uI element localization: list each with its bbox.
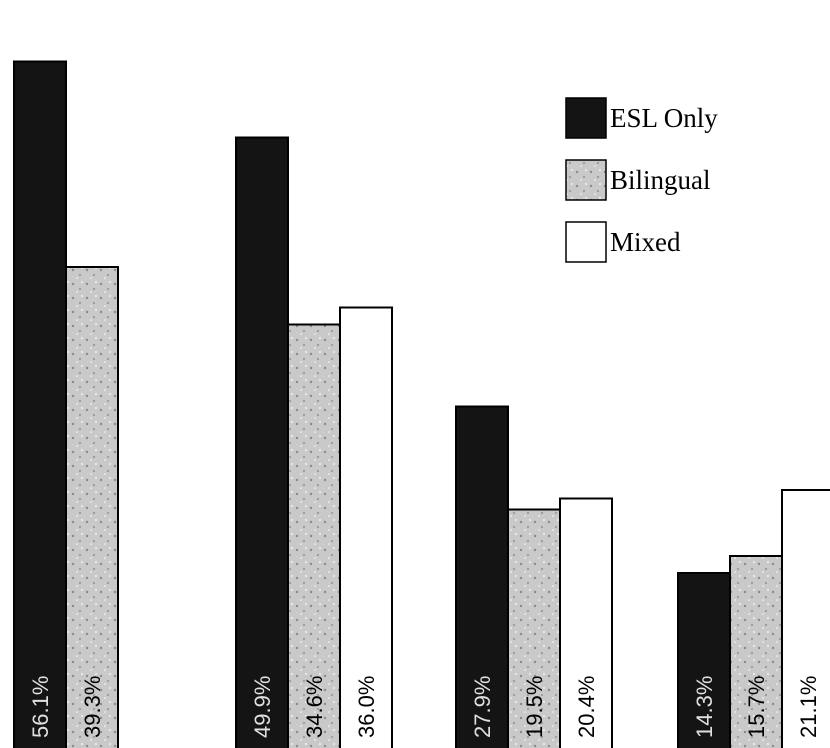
bar-label-1-3: 27.9% [470, 676, 495, 738]
legend-label-1: ESL Only [610, 103, 718, 133]
bar-3-3 [559, 497, 613, 748]
bar-label-2-2: 34.6% [302, 676, 327, 738]
legend-label-2: Bilingual [610, 165, 711, 195]
bar-3-2 [339, 306, 393, 748]
bars-group: 56.1% 49.9% 27.9% 14.3% 39.3% 34.6% 19.5% 15.7%… [13, 60, 830, 748]
bar-label-2-3: 19.5% [522, 676, 547, 738]
legend-label-3: Mixed [610, 227, 681, 257]
legend: ESL Only Bilingual Mixed [565, 97, 718, 263]
bar-2-2 [287, 323, 341, 748]
bar-1-2 [235, 136, 289, 748]
bar-label-1-1: 56.1% [28, 676, 53, 738]
bar-2-4 [729, 554, 783, 748]
bar-label-3-2: 36.0% [354, 676, 379, 738]
bar-3-4 [781, 488, 830, 748]
bar-2-1 [65, 266, 119, 748]
legend-swatch-3 [565, 221, 607, 263]
bar-1-1 [13, 60, 67, 748]
bar-label-1-4: 14.3% [692, 676, 717, 738]
bar-label-2-1: 39.3% [80, 676, 105, 738]
bar-label-3-3: 20.4% [574, 676, 599, 738]
bar-label-2-4: 15.7% [744, 676, 769, 738]
bar-label-1-2: 49.9% [250, 676, 275, 738]
legend-swatch-2 [565, 159, 607, 201]
legend-swatch-1 [565, 97, 607, 139]
bar-label-3-4: 21.1% [796, 676, 821, 738]
bar-2-3 [507, 508, 561, 748]
